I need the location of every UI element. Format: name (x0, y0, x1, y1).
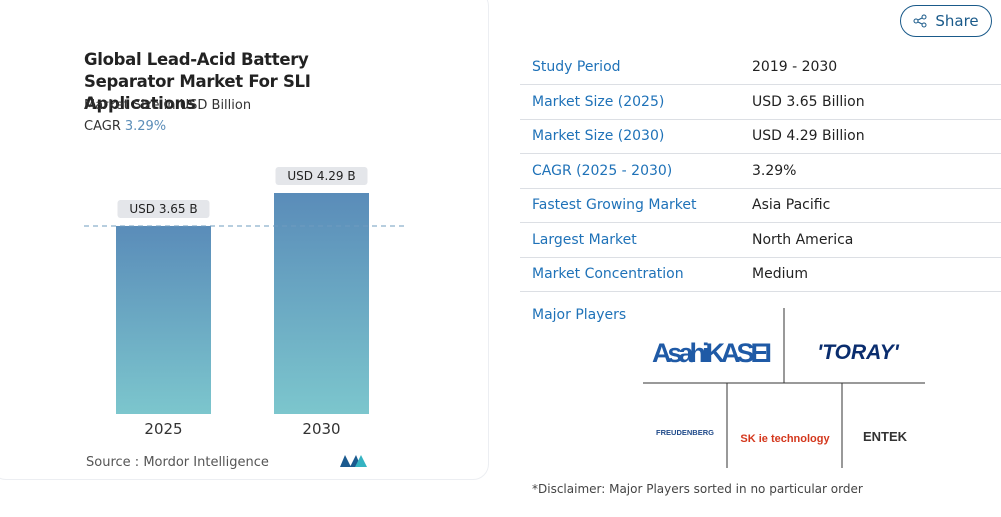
row-key: Market Size (2025) (532, 93, 665, 110)
value-label: USD 3.65 B (129, 202, 197, 216)
source-label: Source : (86, 455, 140, 470)
table-row: Market Size (2030) USD 4.29 Billion (520, 119, 1001, 154)
table-row: Market Concentration Medium (520, 257, 1001, 292)
logo-asahi: AsahiKASEI (652, 338, 772, 368)
x-tick-label: 2025 (144, 420, 182, 438)
row-value: USD 4.29 Billion (752, 128, 865, 144)
row-value: Asia Pacific (752, 197, 831, 213)
value-label-bg (275, 167, 368, 185)
chart: USD 3.65 B 2025 USD 4.29 B 2030 (84, 167, 404, 467)
source-name: Mordor Intelligence (143, 455, 269, 470)
bar (274, 193, 369, 414)
logo-freudenberg: FREUDENBERG (656, 428, 714, 437)
row-key: Largest Market (532, 231, 637, 248)
disclaimer: *Disclaimer: Major Players sorted in no … (532, 482, 863, 496)
share-label[interactable]: Share (935, 12, 979, 30)
share-button[interactable]: Share (900, 5, 992, 37)
row-key: Fastest Growing Market (532, 197, 697, 213)
logo-sk: SK ie technology (740, 433, 830, 445)
cagr: CAGR 3.29% (84, 119, 166, 134)
table-row: CAGR (2025 - 2030) 3.29% (520, 154, 1001, 189)
value-label: USD 4.29 B (287, 169, 355, 183)
table-row: Fastest Growing Market Asia Pacific (520, 188, 1001, 223)
row-value: 2019 - 2030 (752, 59, 838, 75)
row-key: Study Period (532, 59, 621, 75)
table-row: Market Size (2025) USD 3.65 Billion (520, 85, 1001, 120)
x-tick-label: 2030 (302, 420, 340, 438)
chart-card (0, 0, 489, 480)
logo-entek: ENTEK (863, 429, 908, 444)
major-players-title: Major Players (532, 307, 627, 323)
cagr-label: CAGR (84, 119, 121, 134)
chart-subtitle: Market Size in USD Billion (84, 98, 252, 113)
share-icon (913, 14, 927, 28)
cagr-value: 3.29% (124, 119, 167, 134)
row-key: CAGR (2025 - 2030) (532, 162, 673, 179)
source: Source : Mordor Intelligence (86, 455, 269, 470)
row-key: Market Size (2030) (532, 128, 665, 144)
players-grid: AsahiKASEI 'TORAY' FREUDENBERG SK ie tec… (643, 308, 925, 468)
row-value: USD 3.65 Billion (752, 93, 865, 110)
row-value: Medium (752, 266, 808, 282)
table-row: Largest Market North America (520, 223, 1001, 258)
mi-logo (340, 455, 367, 467)
bar (116, 225, 211, 414)
table-row: Study Period 2019 - 2030 (520, 50, 1001, 85)
value-label-bg (117, 199, 210, 218)
chart-title: Global Lead-Acid Battery Separator Marke… (84, 50, 311, 113)
row-key: Market Concentration (532, 266, 684, 282)
row-value: 3.29% (752, 162, 797, 179)
row-value: North America (752, 231, 854, 248)
logo-toray: 'TORAY' (817, 341, 900, 364)
